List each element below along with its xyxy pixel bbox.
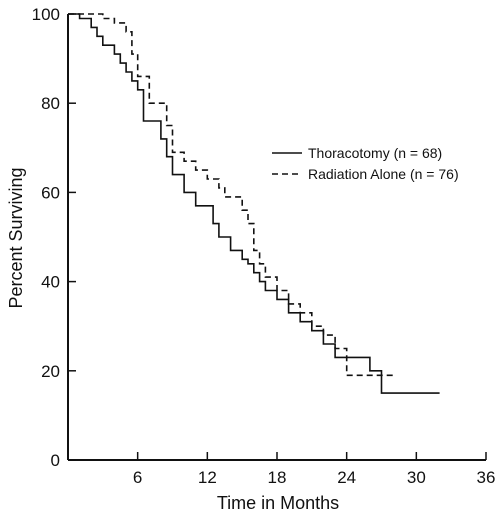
x-tick-label: 36 bbox=[477, 468, 496, 487]
x-tick-label: 30 bbox=[407, 468, 426, 487]
y-tick-label: 100 bbox=[32, 5, 60, 24]
y-tick-label: 0 bbox=[51, 451, 60, 470]
axes: 0 20 40 60 80 100 6 12 18 24 30 36 bbox=[32, 5, 496, 487]
legend: Thoracotomy (n = 68) Radiation Alone (n =… bbox=[272, 145, 459, 182]
x-tick-label: 12 bbox=[198, 468, 217, 487]
series-line-radiation-alone bbox=[68, 13, 394, 377]
x-tick-label: 24 bbox=[337, 468, 356, 487]
x-axis-title: Time in Months bbox=[217, 493, 339, 513]
series-line-thoracotomy bbox=[68, 13, 440, 394]
x-tick-label: 18 bbox=[268, 468, 287, 487]
y-tick-label: 20 bbox=[41, 362, 60, 381]
series-lines bbox=[68, 13, 440, 394]
y-tick-label: 40 bbox=[41, 273, 60, 292]
legend-label: Thoracotomy (n = 68) bbox=[308, 145, 442, 161]
y-tick-label: 60 bbox=[41, 183, 60, 202]
legend-label: Radiation Alone (n = 76) bbox=[308, 166, 459, 182]
x-tick-label: 6 bbox=[133, 468, 142, 487]
y-axis-title: Percent Surviving bbox=[6, 167, 26, 308]
y-tick-label: 80 bbox=[41, 94, 60, 113]
